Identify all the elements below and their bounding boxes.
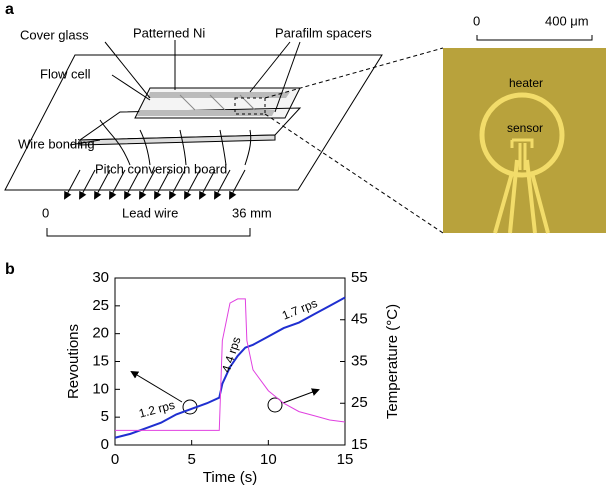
y2-axis-label: Temperature (°C) [384, 304, 401, 419]
micro-label: heater [509, 76, 543, 90]
y-tick-label: 0 [101, 436, 109, 453]
x-tick-label: 0 [111, 451, 119, 468]
callout: Lead wire [122, 205, 178, 220]
annotation: 1.7 rps [280, 296, 319, 323]
y-tick-label: 20 [92, 325, 109, 342]
panel-label: a [5, 1, 14, 18]
x-tick-label: 5 [187, 451, 195, 468]
y2-tick-label: 15 [351, 436, 368, 453]
y2-tick-label: 55 [351, 269, 368, 286]
y-tick-label: 10 [92, 380, 109, 397]
series-line [114, 296, 346, 439]
callout: Parafilm spacers [275, 25, 372, 40]
micro-label: sensor [507, 121, 543, 135]
scale-label: 0 [42, 205, 49, 220]
y-tick-label: 25 [92, 297, 109, 314]
x-tick-label: 15 [337, 451, 354, 468]
callout: Wire bonding [18, 136, 95, 151]
y-tick-label: 5 [101, 408, 109, 425]
scale-label: 0 [473, 13, 480, 28]
y2-tick-label: 25 [351, 394, 368, 411]
y-tick-label: 15 [92, 352, 109, 369]
micrograph [443, 35, 606, 234]
callout: Pitch conversion board [95, 161, 227, 176]
y2-tick-label: 35 [351, 352, 368, 369]
series-line [115, 298, 346, 431]
scale-label: 36 mm [232, 205, 272, 220]
panel-label: b [5, 261, 15, 278]
y-axis-label: Revoutions [65, 324, 82, 399]
x-axis-label: Time (s) [203, 469, 257, 486]
callout: Flow cell [40, 66, 91, 81]
device-diagram [4, 40, 444, 237]
callout: Cover glass [20, 27, 89, 42]
callout: Patterned Ni [133, 25, 205, 40]
x-tick-label: 10 [260, 451, 277, 468]
y-tick-label: 30 [92, 269, 109, 286]
scale-label: 400 μm [545, 13, 589, 28]
y2-tick-label: 45 [351, 311, 368, 328]
